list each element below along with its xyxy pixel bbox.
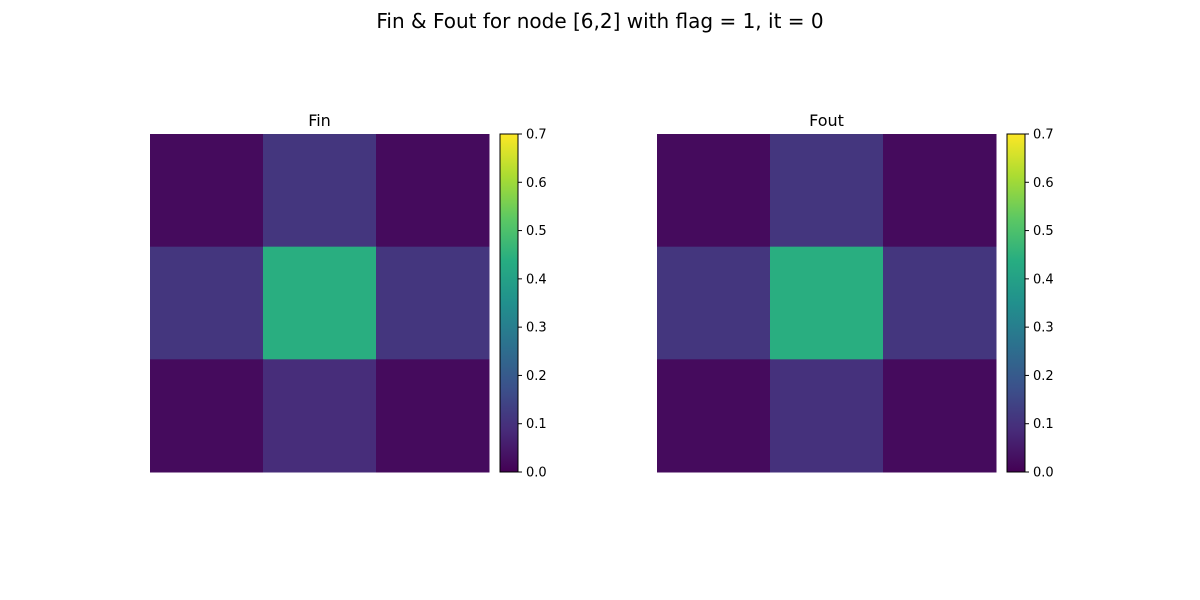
heatmap-cell [770,359,884,473]
heatmap-cell [883,134,997,248]
heatmap-cell [150,134,264,248]
heatmap-cell [883,246,997,360]
colorbar-tick-label: 0.7 [526,128,547,143]
colorbar-tick-label: 0.3 [526,321,547,336]
colorbar-tick-label: 0.0 [1033,466,1054,481]
heatmap-cell [263,246,377,360]
heatmap-cell [657,246,771,360]
heatmap-cell [263,134,377,248]
panels: Fin 0.0 0.1 0.2 0.3 0.4 0.5 0.6 0.7 Fout 0.0 0.1 0.2… [150,111,1054,481]
colorbar-tick-label: 0.3 [1033,321,1054,336]
heatmap-cell [657,134,771,248]
colorbar-tick-label: 0.2 [526,369,547,384]
heatmap-cell [657,359,771,473]
heatmap-panel-1: Fin 0.0 0.1 0.2 0.3 0.4 0.5 0.6 0.7 [150,111,547,481]
heatmap-cell [376,359,490,473]
colorbar-tick-label: 0.1 [1033,417,1054,432]
heatmap-cell [263,359,377,473]
heatmap-cell [376,246,490,360]
panel-title: Fout [809,111,844,130]
heatmap-cell [150,359,264,473]
colorbar-tick-label: 0.5 [526,224,547,239]
colorbar-tick-label: 0.0 [526,466,547,481]
heatmap-cell [770,246,884,360]
figure-title: Fin & Fout for node [6,2] with flag = 1,… [376,9,823,33]
colorbar-tick-label: 0.6 [526,176,547,191]
colorbar [1006,133,1026,473]
panel-title: Fin [308,111,331,130]
colorbar-tick-label: 0.4 [526,272,547,287]
heatmap-cell [150,246,264,360]
colorbar [499,133,519,473]
colorbar-tick-label: 0.6 [1033,176,1054,191]
colorbar-tick-label: 0.1 [526,417,547,432]
heatmap-cell [883,359,997,473]
colorbar-tick-label: 0.7 [1033,128,1054,143]
heatmap-cell [770,134,884,248]
heatmap-cell [376,134,490,248]
heatmap-panel-2: Fout 0.0 0.1 0.2 0.3 0.4 0.5 0.6 0.7 [657,111,1054,481]
colorbar-tick-label: 0.5 [1033,224,1054,239]
colorbar-tick-label: 0.4 [1033,272,1054,287]
colorbar-tick-label: 0.2 [1033,369,1054,384]
